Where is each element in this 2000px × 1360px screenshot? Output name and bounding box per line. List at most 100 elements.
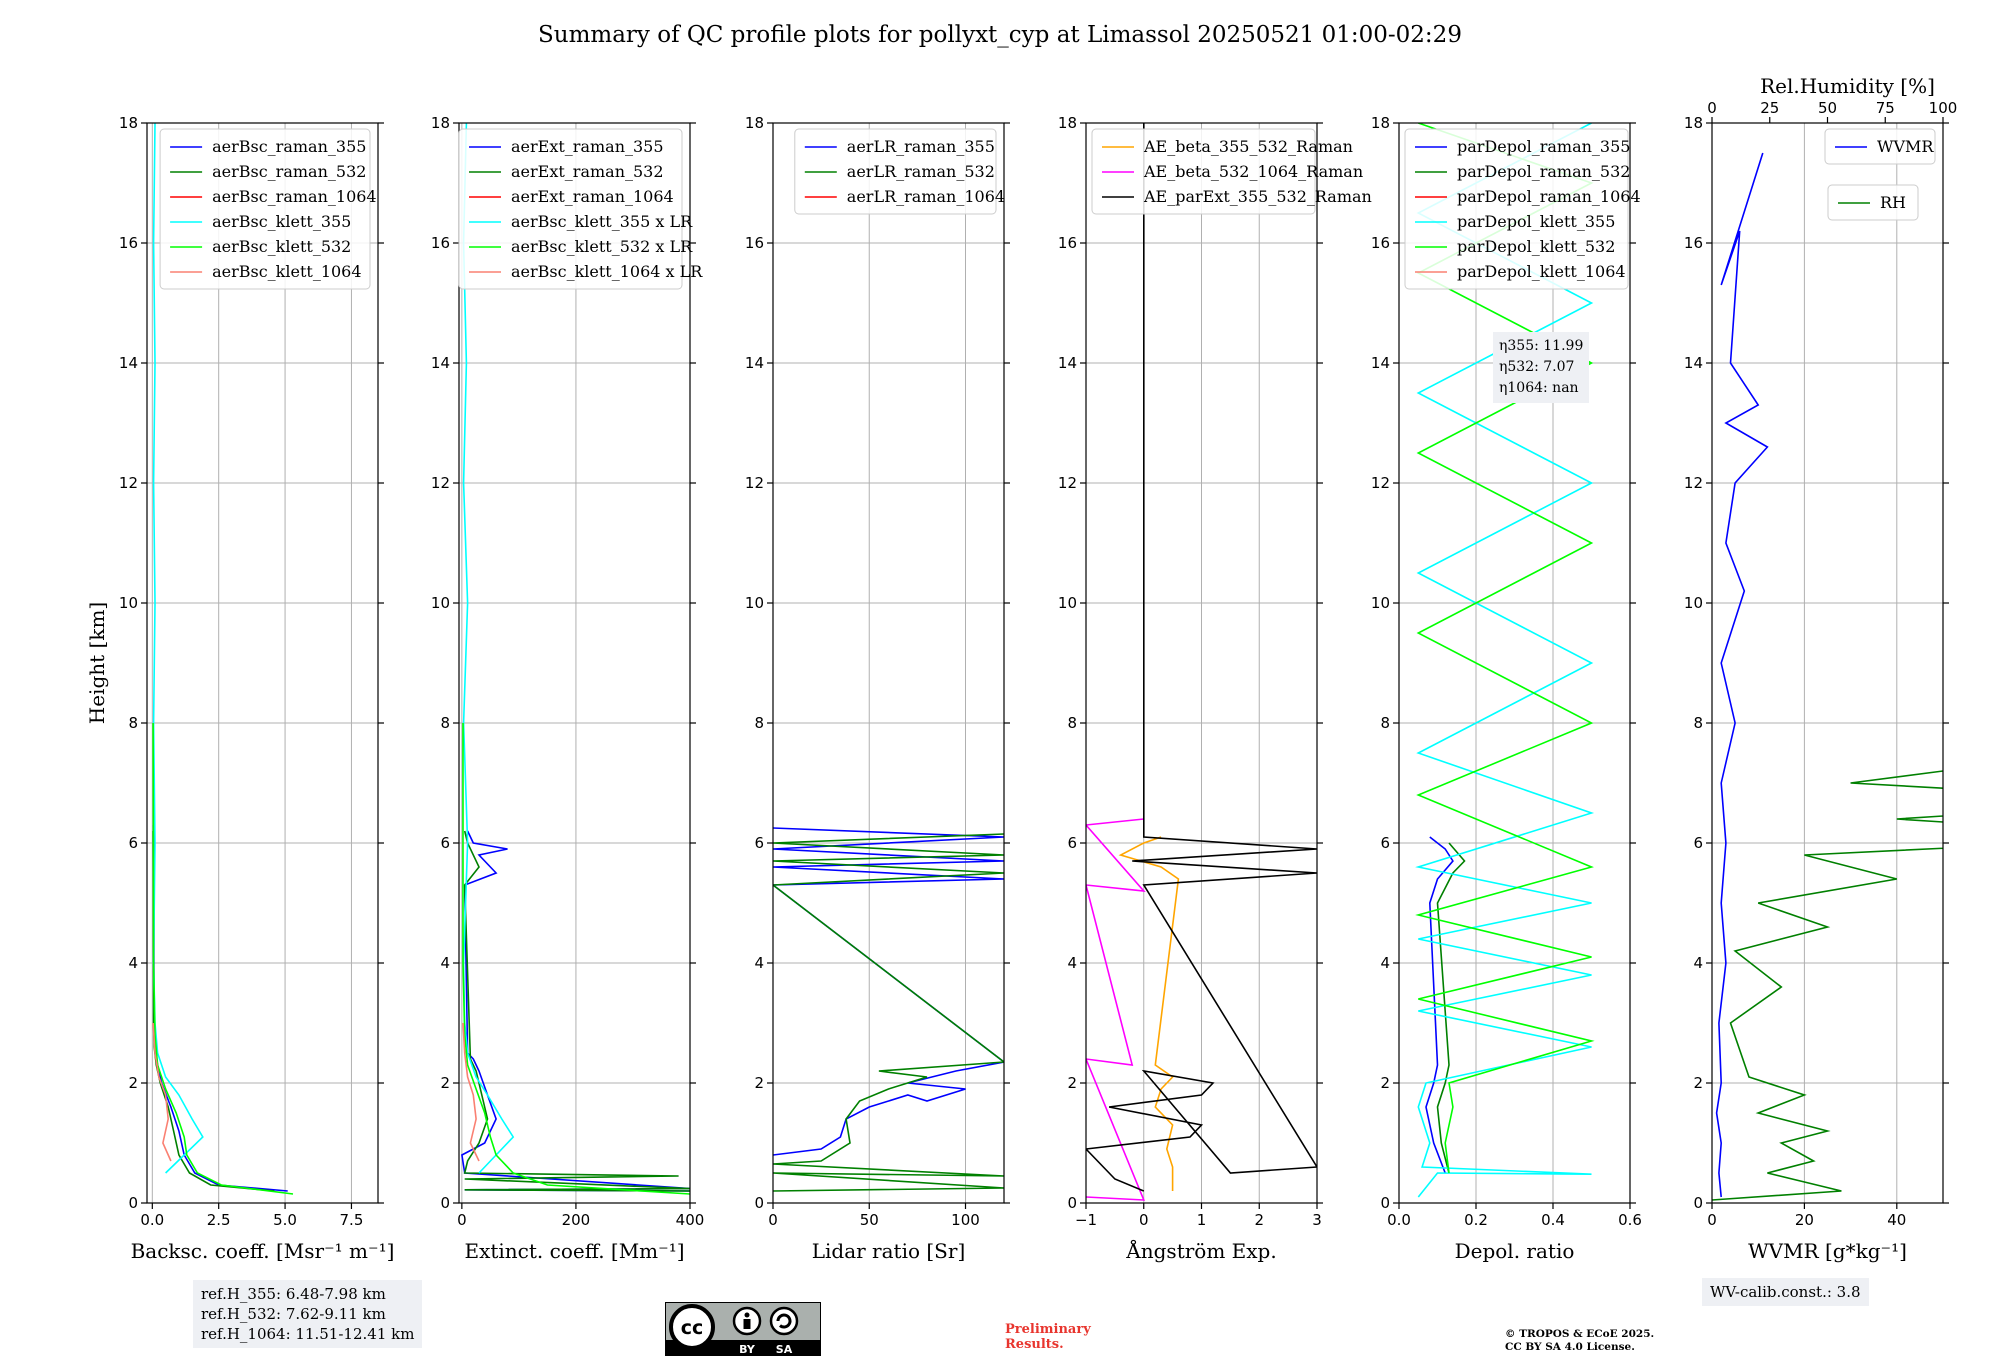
- series-line-AE_beta_532_1064_Raman: [1086, 818, 1146, 1201]
- plot-frame: [1711, 122, 1944, 1204]
- x-tick-label: 3: [1312, 1211, 1322, 1229]
- x-axis-label: Extinct. coeff. [Mm⁻¹]: [464, 1239, 684, 1263]
- y-tick-label: 2: [440, 1074, 450, 1092]
- legend-entry: AE_beta_532_1064_Raman: [1143, 162, 1363, 181]
- y-tick-label: 2: [128, 1074, 138, 1092]
- legend: parDepol_raman_355 parDepol_raman_532 parD…: [1404, 128, 1641, 290]
- legend-entry: aerExt_raman_1064: [511, 187, 674, 206]
- refh-355: ref.H_355: 6.48-7.98 km: [201, 1285, 386, 1303]
- y-tick-label: 6: [754, 834, 764, 852]
- y-tick-label: 18: [119, 114, 138, 132]
- series-line-WVMR: [1715, 152, 1769, 1198]
- legend: AE_beta_355_532_Raman AE_beta_532_1064_Ra…: [1091, 128, 1372, 215]
- y-tick-label: 6: [1067, 834, 1077, 852]
- y-tick-label: 4: [440, 954, 450, 972]
- legend-entry: aerLR_raman_355: [847, 137, 995, 156]
- series-group: [1086, 123, 1317, 1201]
- y-tick-label: 4: [1693, 954, 1703, 972]
- x-tick-label: 0: [768, 1211, 778, 1229]
- y-tick-label: 0: [1693, 1194, 1703, 1212]
- y-tick-label: 0: [1380, 1194, 1390, 1212]
- y-tick-label: 4: [128, 954, 138, 972]
- y-tick-label: 16: [119, 234, 138, 252]
- legend-entry: AE_beta_355_532_Raman: [1143, 137, 1353, 156]
- y-tick-label: 16: [431, 234, 450, 252]
- series-line-aerBsc_klett_532 x LR: [462, 723, 690, 1195]
- x-tick-label: 0.2: [1464, 1211, 1488, 1229]
- y-tick-label: 12: [431, 474, 450, 492]
- reference-height-note: ref.H_355: 6.48-7.98 km ref.H_532: 7.62-…: [193, 1280, 423, 1348]
- series-group: [461, 123, 690, 1195]
- plot-frame: [772, 122, 1005, 1204]
- y-tick-label: 14: [119, 354, 138, 372]
- legend: RH: [1827, 184, 1919, 221]
- refh-1064: ref.H_1064: 11.51-12.41 km: [201, 1325, 415, 1343]
- series-line-parDepol_raman_532: [1436, 842, 1466, 1174]
- legend-entry: aerBsc_klett_1064 x LR: [511, 262, 703, 281]
- x-tick-label: 0: [1707, 1211, 1717, 1229]
- y-tick-label: 18: [1058, 114, 1077, 132]
- legend-entry: aerBsc_raman_532: [212, 162, 366, 181]
- y-tick-label: 12: [1058, 474, 1077, 492]
- x-tick-label: 400: [676, 1211, 705, 1229]
- y-tick-label: 16: [745, 234, 764, 252]
- y-tick-label: 10: [1371, 594, 1390, 612]
- x-axis-label: Depol. ratio: [1455, 1239, 1575, 1263]
- y-tick-label: 2: [1067, 1074, 1077, 1092]
- preliminary-results-note: Preliminary Results.: [1005, 1322, 1091, 1352]
- y-tick-label: 10: [745, 594, 764, 612]
- y-tick-label: 16: [1684, 234, 1703, 252]
- cc-license-badge: cc BY SA: [665, 1302, 821, 1356]
- legend-entry: aerBsc_klett_532: [212, 237, 351, 256]
- y-tick-label: 0: [440, 1194, 450, 1212]
- y-tick-label: 6: [440, 834, 450, 852]
- y-tick-label: 8: [128, 714, 138, 732]
- y-tick-label: 8: [1693, 714, 1703, 732]
- legend-entry: aerLR_raman_532: [847, 162, 995, 181]
- legend-entry: parDepol_klett_532: [1457, 237, 1615, 256]
- y-tick-label: 6: [1693, 834, 1703, 852]
- legend-entry: aerExt_raman_532: [511, 162, 664, 181]
- y-tick-label: 6: [128, 834, 138, 852]
- top-x-tick-label: 25: [1760, 99, 1779, 117]
- y-tick-label: 14: [431, 354, 450, 372]
- y-tick-label: 18: [431, 114, 450, 132]
- legend-entry: aerExt_raman_355: [511, 137, 664, 156]
- series-line-parDepol_raman_355: [1425, 836, 1454, 1174]
- top-x-tick-label: 75: [1876, 99, 1895, 117]
- series-line-aerBsc_klett_1064 x LR: [462, 1022, 480, 1162]
- legend-entry: parDepol_raman_355: [1457, 137, 1630, 156]
- legend-entry: aerBsc_klett_355 x LR: [511, 212, 693, 231]
- x-tick-label: 0: [457, 1211, 467, 1229]
- y-tick-label: 2: [754, 1074, 764, 1092]
- x-tick-label: 2: [1254, 1211, 1264, 1229]
- y-tick-label: 14: [1371, 354, 1390, 372]
- y-tick-label: 0: [128, 1194, 138, 1212]
- eta-355: η355: 11.99: [1499, 338, 1584, 354]
- x-tick-label: 20: [1795, 1211, 1814, 1229]
- x-tick-label: 7.5: [340, 1211, 364, 1229]
- panel-5: 0 2 4 6 8 10 12 14 16 18 0.0 0.2 0.4 0.6 Depol. ratio p…: [1371, 114, 1642, 1263]
- y-tick-label: 18: [745, 114, 764, 132]
- x-tick-label: 0.0: [140, 1211, 164, 1229]
- series-line-aerBsc_raman_532: [152, 830, 275, 1192]
- y-tick-label: 10: [431, 594, 450, 612]
- series-line-aerBsc_raman_355: [152, 824, 288, 1192]
- x-tick-label: 0: [1139, 1211, 1149, 1229]
- series-line-AE_beta_355_532_Raman: [1118, 836, 1180, 1191]
- y-tick-label: 12: [1371, 474, 1390, 492]
- y-tick-label: 18: [1684, 114, 1703, 132]
- x-tick-label: 2.5: [207, 1211, 231, 1229]
- x-tick-label: 50: [860, 1211, 879, 1229]
- panel-3: 0 2 4 6 8 10 12 14 16 18 0 50 100 Lidar ratio [Sr] aer…: [745, 114, 1010, 1263]
- top-x-tick-label: 100: [1929, 99, 1958, 117]
- series-line-aerExt_raman_532: [463, 830, 690, 1192]
- top-x-tick-label: 50: [1818, 99, 1837, 117]
- y-tick-label: 4: [754, 954, 764, 972]
- y-tick-label: 8: [1380, 714, 1390, 732]
- top-x-axis-label: Rel.Humidity [%]: [1760, 74, 1935, 98]
- x-tick-label: 200: [562, 1211, 591, 1229]
- legend-entry: aerBsc_raman_1064: [212, 187, 377, 206]
- series-group: [1712, 152, 1943, 1201]
